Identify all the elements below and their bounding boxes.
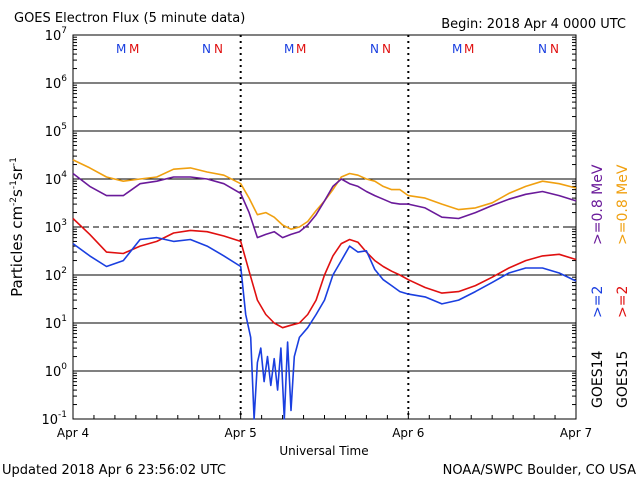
- updated-timestamp: Updated 2018 Apr 6 23:56:02 UTC: [2, 463, 226, 478]
- y-axis-ticks: 10-1 100 101 102 103 104 105 106 107: [41, 26, 576, 428]
- legend-goes14-ge08: >=0.8 MeV: [590, 164, 606, 245]
- chart-title: GOES Electron Flux (5 minute data): [14, 11, 245, 26]
- x-tick-label: Apr 6: [392, 426, 424, 440]
- marker-n-goes15-day1: N: [214, 42, 223, 56]
- local-time-markers: M M N N M M N N M M N N: [116, 42, 559, 56]
- marker-n-goes14-day3: N: [538, 42, 547, 56]
- x-tick-label: Apr 4: [57, 426, 89, 440]
- y-tick-label: 105: [45, 122, 67, 140]
- series-line-2: [72, 217, 577, 329]
- y-tick-label: 100: [45, 362, 68, 380]
- marker-n-goes14-day2: N: [370, 42, 379, 56]
- y-tick-label: 106: [45, 74, 68, 92]
- y-tick-label: 101: [45, 314, 67, 332]
- x-tick-label: Apr 5: [225, 426, 257, 440]
- series-line-0: [72, 159, 577, 230]
- legend-goes15-ge2: >=2: [615, 286, 631, 318]
- y-tick-label: 102: [45, 266, 67, 284]
- marker-m-goes15-day3: M: [464, 42, 474, 56]
- series-line-3: [72, 236, 577, 420]
- x-axis-ticks: Apr 4 Apr 5 Apr 6 Apr 7: [57, 411, 592, 440]
- credit: NOAA/SWPC Boulder, CO USA: [443, 463, 636, 478]
- series-line-1: [72, 172, 577, 239]
- legend-goes14-ge2: >=2: [590, 286, 606, 318]
- marker-m-goes15-day2: M: [296, 42, 306, 56]
- begin-date: Begin: 2018 Apr 4 0000 UTC: [441, 17, 626, 32]
- y-tick-label: 10-1: [41, 410, 67, 428]
- marker-n-goes15-day3: N: [550, 42, 559, 56]
- marker-m-goes14-day3: M: [452, 42, 462, 56]
- grid-lines: [73, 82, 576, 372]
- marker-m-goes14-day1: M: [116, 42, 126, 56]
- x-axis-label: Universal Time: [279, 444, 368, 458]
- y-tick-label: 104: [45, 170, 68, 188]
- y-tick-label: 107: [45, 26, 67, 44]
- marker-m-goes15-day1: M: [129, 42, 139, 56]
- legend-goes15: GOES15: [615, 351, 631, 408]
- y-tick-label: 103: [45, 218, 67, 236]
- data-series: [72, 159, 577, 420]
- x-tick-label: Apr 7: [560, 426, 592, 440]
- marker-m-goes14-day2: M: [284, 42, 294, 56]
- legend-goes15-ge08: >=0.8 MeV: [615, 164, 631, 245]
- marker-n-goes14-day1: N: [202, 42, 211, 56]
- y-axis-label: Particles cm-2s-1sr-1: [8, 157, 26, 297]
- legend-goes14: GOES14: [590, 350, 606, 408]
- day-boundary-lines: [239, 35, 410, 419]
- marker-n-goes15-day2: N: [382, 42, 391, 56]
- legend: GOES14 GOES15 >=2 >=2 >=0.8 MeV >=0.8 Me…: [590, 164, 631, 408]
